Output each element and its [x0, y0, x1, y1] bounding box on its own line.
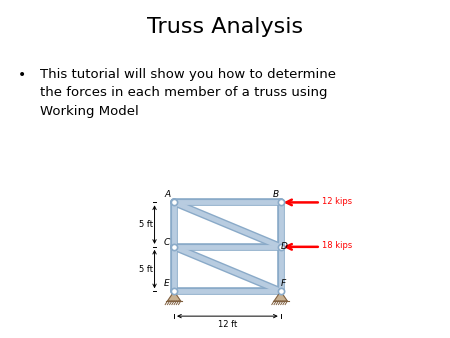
Polygon shape	[274, 291, 288, 301]
Text: 18 kips: 18 kips	[323, 241, 353, 250]
Text: E: E	[164, 279, 170, 288]
Text: Truss Analysis: Truss Analysis	[147, 17, 303, 37]
Text: C: C	[164, 238, 170, 247]
Text: 5 ft: 5 ft	[139, 265, 153, 273]
Text: 5 ft: 5 ft	[139, 220, 153, 229]
Text: D: D	[281, 242, 288, 251]
Text: 12 ft: 12 ft	[218, 320, 237, 329]
Text: B: B	[273, 190, 279, 199]
Polygon shape	[167, 291, 181, 301]
Text: •: •	[18, 68, 26, 81]
Text: 12 kips: 12 kips	[323, 197, 353, 206]
Text: F: F	[281, 279, 286, 288]
Text: This tutorial will show you how to determine
the forces in each member of a trus: This tutorial will show you how to deter…	[40, 68, 337, 118]
Text: A: A	[165, 190, 171, 199]
